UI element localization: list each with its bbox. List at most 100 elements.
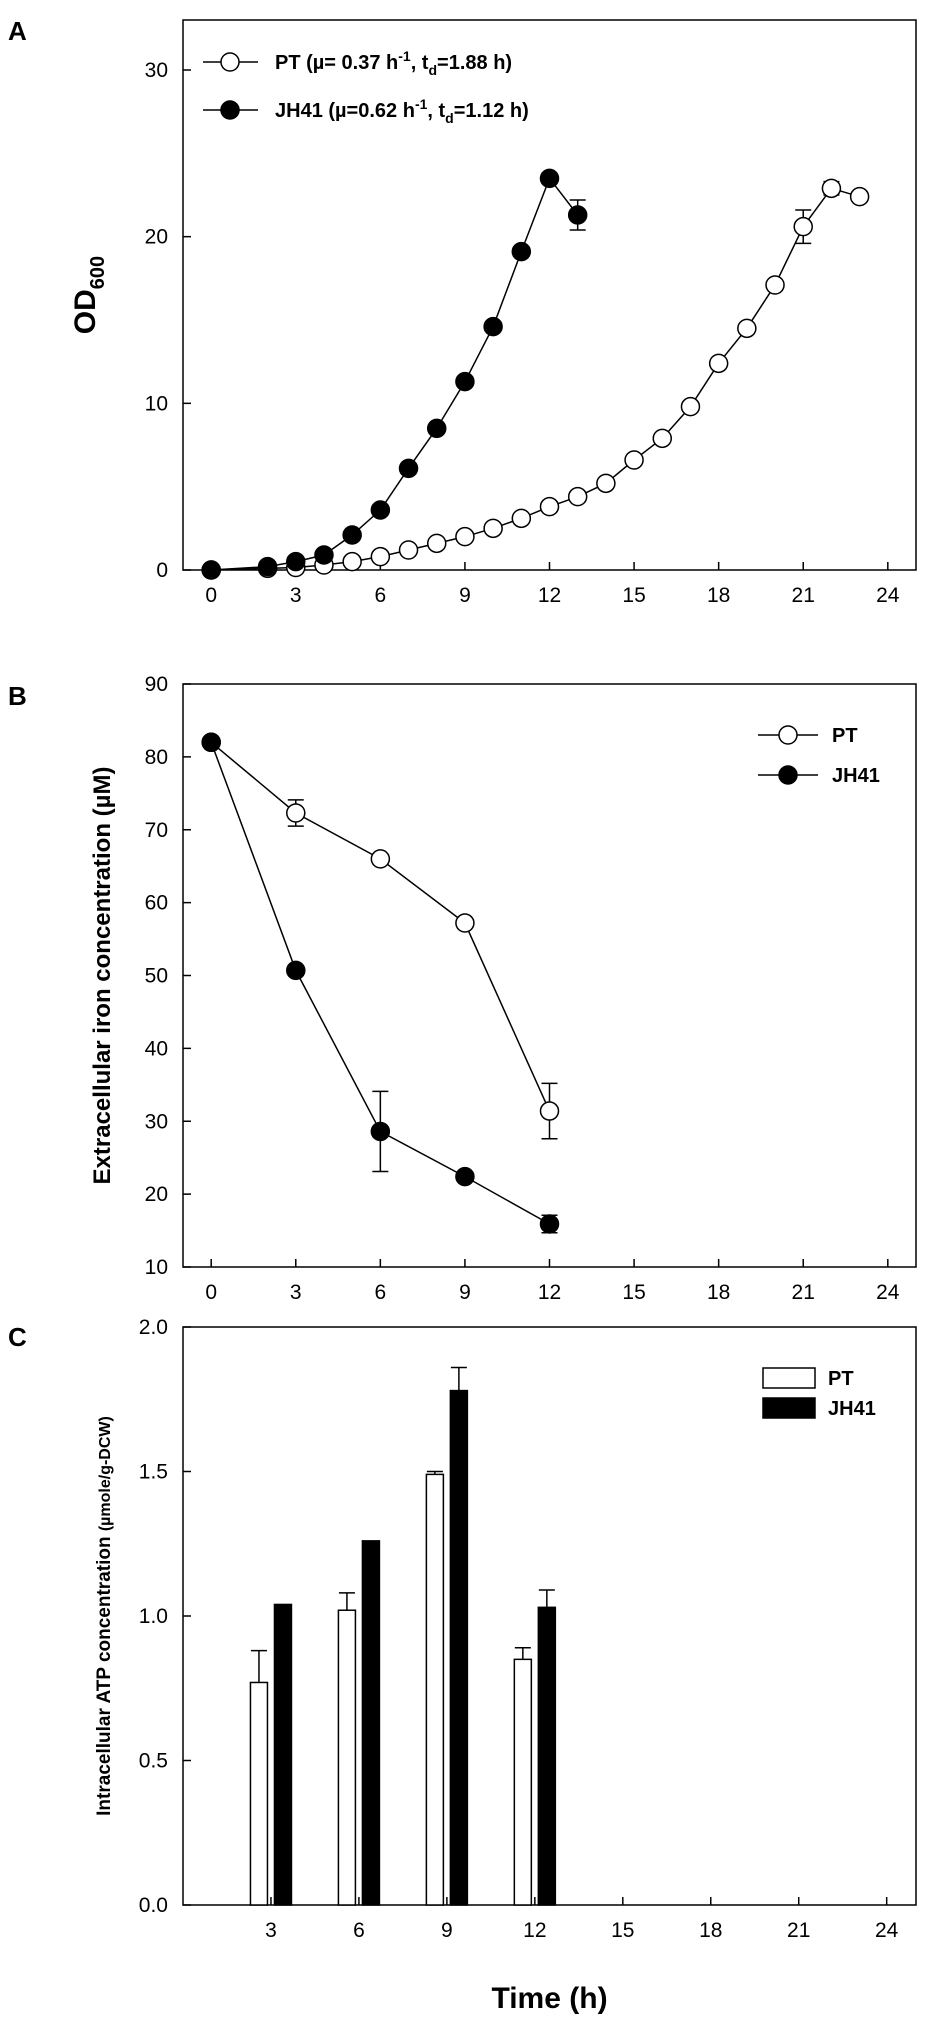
data-point-pt — [567, 486, 588, 507]
legend-label-pt: PT — [832, 725, 858, 747]
y-axis-label: Extracellular iron concentration (µM) — [89, 767, 116, 1185]
data-point-jh41 — [370, 500, 391, 520]
x-tick-label: 21 — [792, 584, 815, 607]
y-tick-label: 1.5 — [139, 1461, 168, 1484]
y-tick-label: 50 — [145, 965, 168, 988]
data-point-pt — [737, 318, 757, 339]
legend-superscript: -1 — [398, 48, 411, 64]
legend-text: PT (µ= 0.37 h — [275, 52, 398, 74]
x-tick-label: 9 — [459, 584, 471, 607]
data-point-pt — [455, 526, 475, 547]
y-axis-label-main: OD — [69, 289, 102, 334]
legend-marker-jh41 — [778, 765, 798, 785]
y-tick-label: 0.5 — [139, 1750, 168, 1773]
x-tick-label: 12 — [523, 1919, 546, 1942]
x-tick-label: 3 — [290, 1281, 302, 1304]
data-point-pt — [596, 473, 616, 494]
legend-subscript: d — [428, 62, 437, 78]
data-point-jh41 — [455, 1166, 475, 1187]
data-point-pt — [821, 178, 842, 199]
bar-pt — [513, 1658, 533, 1906]
data-point-jh41 — [567, 205, 588, 225]
x-tick-label: 12 — [538, 1281, 561, 1304]
legend-marker-pt — [778, 725, 798, 745]
panel-a-letter: A — [8, 16, 27, 46]
data-point-pt — [426, 533, 447, 554]
x-tick-label: 0 — [205, 584, 217, 607]
data-point-jh41 — [342, 525, 362, 545]
y-axis-label: Intracellular ATP concentration (µmole/g… — [94, 1416, 115, 1816]
panel-a-growth-chart: A 0 3 6 9 12 15 18 21 24 0 10 20 30 OD600 PT (µ= 0.37 … — [8, 16, 917, 607]
bar-pt — [337, 1609, 357, 1906]
panel-c-letter: C — [8, 1322, 27, 1352]
x-tick-label: 15 — [622, 1281, 645, 1304]
x-tick-label: 9 — [459, 1281, 471, 1304]
panel-c-atp-chart: C 3 6 9 12 15 18 21 24 0.0 0.5 1.0 1.5 2.0 Intracellu… — [8, 1316, 917, 2015]
data-point-jh41 — [286, 960, 306, 981]
data-point-jh41 — [426, 418, 447, 439]
panel-b-letter: B — [8, 681, 27, 711]
series-line-pt — [210, 741, 551, 1112]
y-axis-label-sub: 600 — [87, 256, 109, 289]
legend-marker-pt — [220, 52, 240, 72]
data-point-pt — [765, 275, 785, 295]
series-line-pt — [211, 187, 860, 571]
data-point-jh41 — [370, 1121, 391, 1142]
x-axis-label: Time (h) — [491, 1982, 607, 2015]
y-tick-label: 40 — [145, 1037, 168, 1060]
data-point-pt — [398, 540, 419, 560]
y-tick-label: 0 — [156, 559, 168, 582]
x-tick-label: 15 — [622, 584, 645, 607]
y-tick-label: 1.0 — [139, 1605, 168, 1628]
x-tick-label: 18 — [707, 584, 730, 607]
data-point-pt — [370, 849, 391, 869]
legend-label-jh41: JH41 — [832, 765, 880, 787]
data-point-pt — [849, 186, 870, 207]
data-point-pt — [342, 551, 362, 572]
y-tick-label: 2.0 — [139, 1316, 168, 1339]
x-tick-label: 24 — [876, 584, 900, 607]
y-tick-label: 20 — [145, 226, 168, 249]
x-tick-label: 6 — [375, 1281, 387, 1304]
data-point-pt — [286, 803, 306, 823]
bar-jh41 — [537, 1606, 557, 1906]
y-tick-label: 80 — [145, 746, 168, 769]
legend-label-jh41: JH41 — [828, 1398, 876, 1420]
legend-text: , t — [411, 52, 429, 74]
legend-marker-jh41 — [220, 100, 240, 120]
x-tick-label: 21 — [792, 1281, 815, 1304]
x-tick-label: 24 — [876, 1281, 900, 1304]
data-point-jh41 — [511, 241, 532, 262]
data-point-jh41 — [257, 556, 278, 577]
data-point-jh41 — [483, 316, 503, 337]
data-point-jh41 — [201, 732, 221, 753]
legend-text: JH41 (µ=0.62 h — [275, 100, 415, 122]
bar-jh41 — [273, 1603, 293, 1906]
y-axis-label-unit: (µmole/g-DCW) — [97, 1416, 114, 1531]
legend-subscript: d — [445, 110, 454, 126]
data-point-pt — [483, 518, 503, 539]
bar-jh41 — [449, 1389, 469, 1906]
x-tick-label: 12 — [538, 584, 561, 607]
data-point-jh41 — [539, 168, 560, 189]
legend-text: =1.88 h) — [437, 52, 512, 74]
x-tick-label: 21 — [787, 1919, 810, 1942]
data-point-jh41 — [539, 1214, 560, 1234]
data-point-pt — [370, 546, 391, 567]
data-point-pt — [455, 913, 475, 933]
y-tick-label: 10 — [145, 392, 168, 415]
data-point-jh41 — [314, 545, 334, 565]
legend-swatch-jh41 — [762, 1397, 816, 1419]
y-tick-label: 70 — [145, 819, 168, 842]
legend-superscript: -1 — [415, 96, 428, 112]
x-tick-label: 0 — [205, 1281, 217, 1304]
y-tick-label: 30 — [145, 1110, 168, 1133]
x-tick-label: 9 — [441, 1919, 453, 1942]
x-tick-label: 3 — [265, 1919, 277, 1942]
legend-text: =1.12 h) — [454, 100, 529, 122]
x-tick-label: 6 — [375, 584, 387, 607]
legend-label-pt: PT (µ= 0.37 h-1, td=1.88 h) — [275, 48, 512, 78]
y-tick-label: 0.0 — [139, 1894, 168, 1917]
y-tick-label: 20 — [145, 1183, 168, 1206]
x-tick-label: 24 — [875, 1919, 899, 1942]
